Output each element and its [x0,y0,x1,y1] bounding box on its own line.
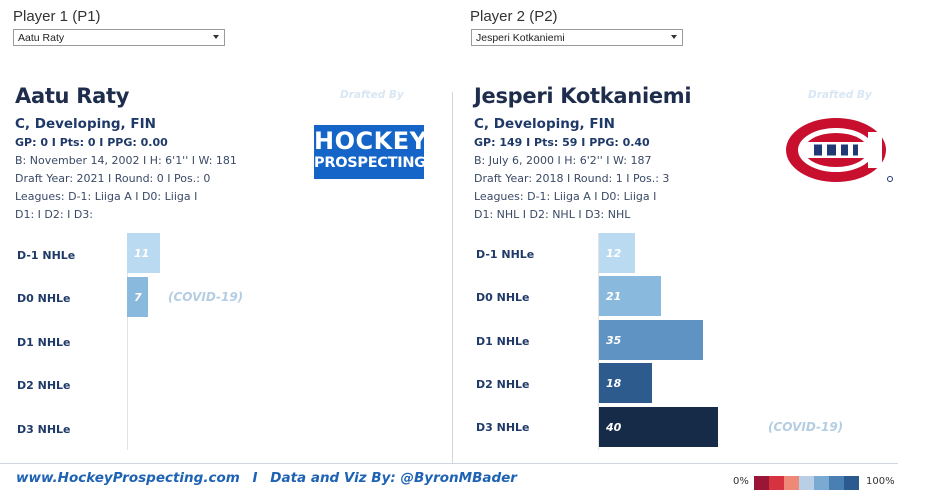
player1-chart-label-d0: D0 NHLe [17,292,71,305]
legend-swatch [844,476,859,490]
player2-dropdown[interactable]: Jesperi Kotkaniemi [471,29,683,46]
player1-chart-axis [127,233,128,450]
player1-selector-label: Player 1 (P1) [13,8,101,25]
montreal-canadiens-logo [786,118,893,182]
player2-position: C, Developing, FIN [474,116,615,132]
player1-chart-label-d3: D3 NHLe [17,423,71,436]
legend-swatch [829,476,844,490]
player2-nhle-bar [599,276,661,316]
player1-drafted-by: Drafted By [340,89,404,101]
player2-nhle-bar-label: 18 [606,377,622,390]
player1-stats: GP: 0 I Pts: 0 I PPG: 0.00 [15,136,168,149]
panel-divider [452,92,453,464]
footer-separator: I [252,470,258,486]
player2-nhle-bar [599,233,635,273]
player2-nhle-bar-label: 21 [606,290,622,303]
player2-nhle-bar [599,320,703,360]
player1-chart-label-d1: D1 NHLe [17,336,71,349]
player2-nhle-bar [599,407,718,447]
player2-nhle-bar [599,363,652,403]
player2-chart-label-d3: D3 NHLe [476,421,530,434]
player1-draft: Draft Year: 2021 I Round: 0 I Pos.: 0 [15,172,211,185]
player2-name: Jesperi Kotkaniemi [474,84,692,108]
legend-min-label: 0% [733,476,749,487]
legend-swatch [754,476,769,490]
player1-nhle-bar-label: 7 [134,291,142,304]
player2-chart-axis [598,233,599,450]
player1-name: Aatu Raty [15,84,130,108]
footer-credit: Data and Viz By: @ByronMBader [270,470,517,486]
player2-covid-note: (COVID-19) [768,420,844,434]
player2-nhle-bar-label: 12 [606,247,622,260]
player2-stats: GP: 149 I Pts: 59 I PPG: 0.40 [474,136,650,149]
player2-chart-label-d-1: D-1 NHLe [476,248,535,261]
legend-swatch [799,476,814,490]
player2-chart-label-d2: D2 NHLe [476,378,530,391]
player1-chart-label-d-1: D-1 NHLe [17,249,76,262]
player1-dleagues: D1: I D2: I D3: [15,208,93,221]
legend-swatch [784,476,799,490]
legend-max-label: 100% [866,476,895,487]
player1-dropdown[interactable]: Aatu Raty [13,29,225,46]
footer-credits: www.HockeyProspecting.com I Data and Viz… [16,470,517,486]
player1-covid-note: (COVID-19) [168,290,244,304]
chevron-down-icon [213,35,219,39]
player2-dropdown-value: Jesperi Kotkaniemi [476,32,565,44]
player1-position: C, Developing, FIN [15,116,156,132]
player1-nhle-bar [127,277,148,317]
logo-text-line1: HOCKEY [314,127,428,155]
player1-chart-label-d2: D2 NHLe [17,379,71,392]
player1-dropdown-value: Aatu Raty [18,32,65,44]
player2-chart-label-d0: D0 NHLe [476,291,530,304]
player2-selector-label: Player 2 (P2) [470,8,558,25]
player1-leagues: Leagues: D-1: Liiga A I D0: Liiga I [15,190,198,203]
footer-site-link[interactable]: www.HockeyProspecting.com [16,470,240,486]
player2-nhle-bar-label: 40 [606,421,622,434]
player2-draft: Draft Year: 2018 I Round: 1 I Pos.: 3 [474,172,670,185]
hockey-prospecting-logo: HOCKEY PROSPECTING [314,125,428,179]
legend-swatch [814,476,829,490]
player1-nhle-bar-label: 11 [134,247,150,260]
player2-nhle-bar-label: 35 [606,334,622,347]
player2-bio: B: July 6, 2000 I H: 6'2'' I W: 187 [474,154,652,167]
legend-swatch [769,476,784,490]
player2-leagues: Leagues: D-1: Liiga A I D0: Liiga I [474,190,657,203]
player1-bio: B: November 14, 2002 I H: 6'1'' I W: 181 [15,154,237,167]
chevron-down-icon [671,35,677,39]
player2-chart-label-d1: D1 NHLe [476,335,530,348]
player2-dleagues: D1: NHL I D2: NHL I D3: NHL [474,208,631,221]
player1-nhle-bar [127,233,160,273]
logo-text-line2: PROSPECTING [314,155,426,171]
footer-divider [0,463,898,464]
player2-drafted-by: Drafted By [808,89,872,101]
